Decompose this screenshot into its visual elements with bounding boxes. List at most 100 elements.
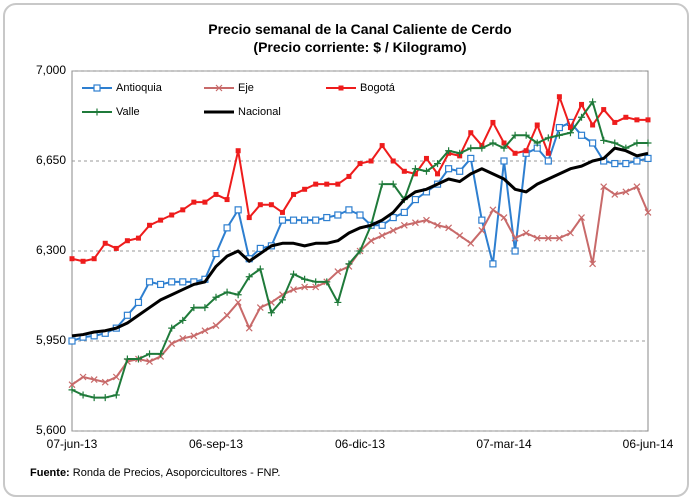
marker	[301, 275, 309, 283]
marker	[411, 219, 419, 227]
marker	[523, 148, 529, 154]
series-line	[71, 146, 649, 338]
series	[69, 94, 651, 264]
marker	[112, 373, 120, 381]
marker	[633, 139, 641, 147]
marker	[500, 214, 508, 221]
marker	[423, 155, 429, 161]
marker	[467, 239, 475, 247]
marker	[467, 144, 475, 152]
marker	[500, 157, 508, 165]
legend-label: Valle	[116, 106, 140, 118]
marker	[577, 131, 586, 139]
marker	[246, 215, 252, 221]
marker	[256, 265, 264, 273]
marker	[312, 278, 320, 286]
marker	[468, 130, 474, 136]
source: Fuente: Ronda de Precios, Asoporcicultor…	[30, 467, 280, 479]
marker	[168, 340, 176, 347]
marker	[533, 139, 541, 147]
marker	[478, 227, 486, 234]
marker	[356, 211, 364, 219]
marker	[589, 260, 597, 268]
marker	[201, 327, 209, 335]
marker	[423, 216, 430, 224]
marker	[645, 117, 651, 123]
marker	[622, 159, 630, 168]
marker	[378, 221, 386, 229]
marker	[357, 161, 363, 167]
marker	[644, 209, 652, 216]
marker	[644, 154, 652, 163]
marker	[379, 143, 385, 149]
marker	[68, 381, 76, 389]
marker	[302, 186, 308, 192]
marker	[301, 283, 309, 291]
marker	[168, 324, 176, 332]
marker	[69, 256, 75, 262]
marker	[390, 158, 396, 164]
marker	[90, 376, 98, 383]
marker	[611, 139, 619, 147]
source-text: Ronda de Precios, Asoporcicultores - FNP…	[73, 467, 281, 479]
marker	[544, 134, 552, 142]
legend-marker	[93, 84, 101, 92]
marker	[123, 311, 131, 319]
marker	[146, 350, 154, 358]
marker	[633, 183, 641, 191]
marker	[212, 249, 220, 258]
legend-label: Eje	[238, 82, 254, 94]
marker	[555, 234, 563, 242]
x-tick-label: 07-mar-14	[476, 437, 532, 451]
marker	[555, 123, 563, 132]
marker	[622, 188, 630, 196]
marker	[191, 199, 197, 205]
marker	[335, 181, 341, 187]
marker	[245, 324, 253, 332]
marker	[411, 165, 419, 173]
marker	[124, 238, 130, 244]
marker	[90, 394, 98, 402]
marker	[323, 213, 331, 222]
chart-subtitle: (Precio corriente: $ / Kilogramo)	[253, 39, 466, 55]
marker	[291, 191, 297, 197]
marker	[212, 322, 220, 329]
marker	[312, 283, 320, 291]
marker	[112, 391, 120, 399]
marker	[378, 180, 386, 188]
marker	[290, 270, 298, 278]
marker	[234, 299, 242, 306]
marker	[634, 117, 640, 123]
marker	[600, 136, 608, 144]
marker	[257, 202, 263, 208]
marker	[356, 247, 364, 255]
x-tick-label: 06-jun-14	[623, 437, 674, 451]
marker	[589, 98, 597, 106]
marker	[346, 173, 352, 179]
marker	[234, 291, 242, 299]
marker	[169, 212, 175, 218]
marker	[445, 147, 453, 155]
marker	[400, 208, 408, 217]
marker	[578, 113, 586, 121]
marker	[202, 199, 208, 205]
marker	[512, 150, 518, 156]
legend-label: Antioquia	[116, 82, 163, 94]
marker	[445, 165, 453, 173]
marker	[401, 168, 407, 174]
marker	[290, 286, 297, 293]
marker	[601, 107, 607, 113]
marker	[544, 234, 552, 242]
marker	[312, 216, 320, 224]
marker	[223, 224, 231, 232]
marker	[378, 232, 386, 239]
series	[68, 118, 652, 345]
marker	[267, 309, 275, 317]
marker	[334, 211, 342, 219]
marker	[389, 180, 397, 188]
marker	[201, 304, 209, 312]
marker	[400, 221, 408, 229]
marker	[190, 304, 198, 312]
marker	[68, 386, 76, 394]
y-tick-label: 7,000	[36, 63, 66, 77]
